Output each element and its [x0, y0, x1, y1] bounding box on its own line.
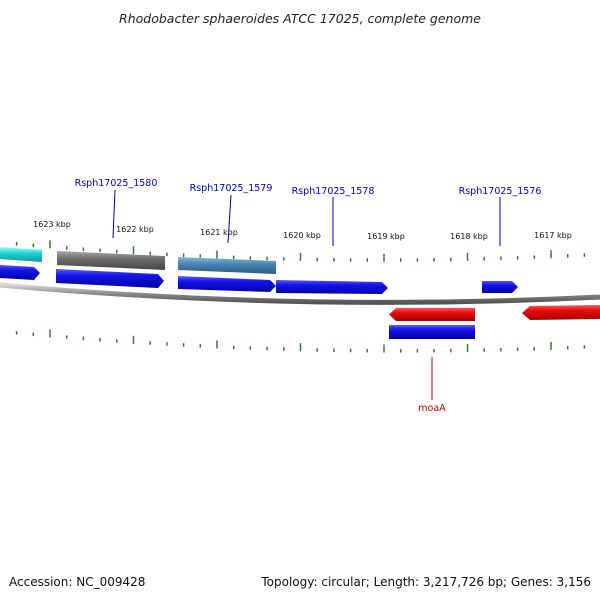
leader-rsph17025-1579: [227, 194, 232, 244]
label-moaA[interactable]: moaA: [418, 403, 446, 414]
feature-track-outer: [0, 247, 518, 293]
tick-label-1620: 1620 kbp: [283, 231, 321, 240]
tick-marks-outer: [15, 240, 586, 262]
steelblue-feature[interactable]: [178, 257, 276, 274]
gray-feature[interactable]: [57, 251, 165, 270]
tick-labels: 1623 kbp 1622 kbp 1621 kbp 1620 kbp 1619…: [33, 220, 572, 241]
tick-label-1621: 1621 kbp: [200, 228, 238, 237]
tick-marks-inner: [15, 329, 586, 353]
label-rsph17025-1578[interactable]: Rsph17025_1578: [292, 186, 375, 197]
forward-cds-track: [0, 265, 388, 294]
forward-cds-rsph17025-1580[interactable]: [56, 269, 164, 288]
reverse-cds-right-partial[interactable]: [522, 305, 600, 320]
tick-label-1623: 1623 kbp: [33, 220, 71, 229]
reverse-cds-moaA[interactable]: [389, 308, 475, 321]
genome-backbone: [0, 282, 600, 305]
tick-label-1617: 1617 kbp: [534, 231, 572, 240]
reverse-cds-track: [389, 305, 600, 339]
forward-cds-left-partial[interactable]: [0, 265, 40, 280]
forward-cds-rsph17025-1576[interactable]: [482, 281, 518, 293]
label-leaders: [112, 189, 501, 400]
label-rsph17025-1580[interactable]: Rsph17025_1580: [75, 178, 158, 189]
tick-label-1622: 1622 kbp: [116, 225, 154, 234]
accession-text: Accession: NC_009428: [9, 575, 145, 589]
tick-label-1619: 1619 kbp: [367, 232, 405, 241]
genome-summary-text: Topology: circular; Length: 3,217,726 bp…: [260, 575, 591, 589]
tick-label-1618: 1618 kbp: [450, 232, 488, 241]
forward-cds-rsph17025-1578[interactable]: [276, 280, 388, 294]
map-title: Rhodobacter sphaeroides ATCC 17025, comp…: [119, 11, 481, 26]
forward-cds-rsph17025-1579[interactable]: [178, 276, 276, 292]
reverse-feature-blue[interactable]: [389, 325, 475, 339]
leader-rsph17025-1580: [112, 189, 116, 239]
gene-labels: Rsph17025_1580 Rsph17025_1579 Rsph17025_…: [75, 178, 542, 414]
label-rsph17025-1576[interactable]: Rsph17025_1576: [459, 186, 542, 197]
label-rsph17025-1579[interactable]: Rsph17025_1579: [190, 183, 273, 194]
cyan-feature[interactable]: [0, 247, 42, 262]
